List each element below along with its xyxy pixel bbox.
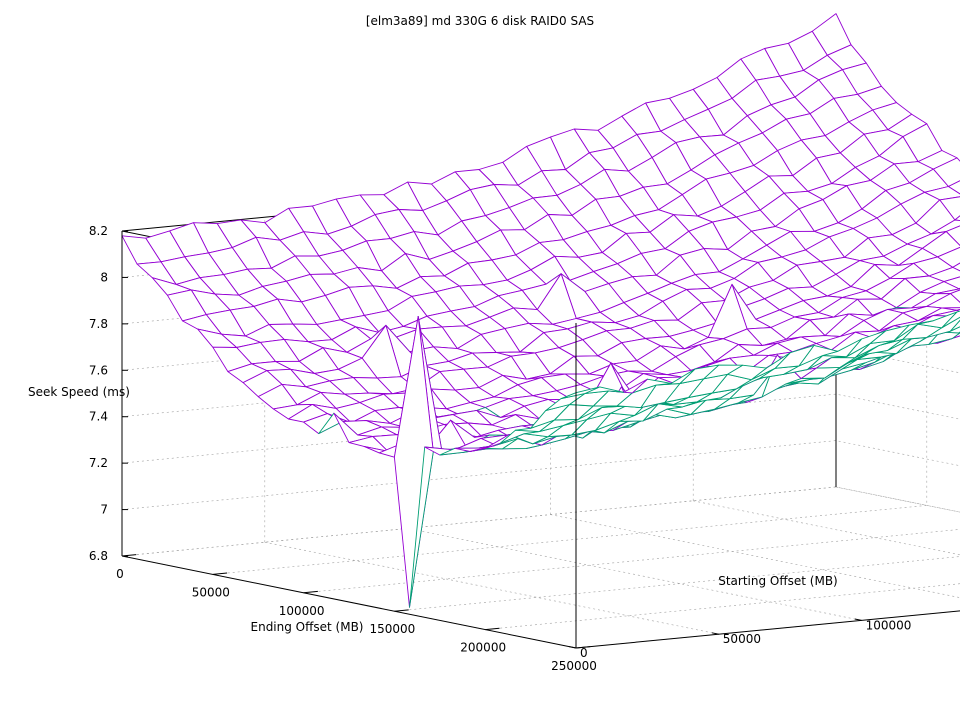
surface-cell (950, 289, 960, 304)
y-tick-label: 50000 (723, 632, 761, 646)
axis-ticks: 6.8 7 7.2 7.4 7.6 7.8 8 8.2 0 50000 100000 150000 20… (89, 224, 912, 673)
frame-edge (575, 610, 960, 649)
x-tick (394, 609, 409, 612)
surface-mesh (121, 13, 960, 608)
x-tick (121, 554, 137, 557)
surface-cell (952, 262, 960, 272)
grid-line (550, 514, 960, 598)
y-tick-label: 100000 (866, 618, 912, 632)
y-tick (569, 646, 577, 649)
y-tick (711, 632, 719, 635)
z-tick-label: 8.2 (89, 224, 108, 238)
grid-line (693, 500, 960, 556)
plot-frame-front (121, 231, 960, 649)
z-tick-label: 7.6 (89, 363, 108, 377)
z-tick-label: 7.8 (89, 317, 108, 331)
grid-line (264, 541, 719, 635)
z-tick-label: 8 (100, 270, 108, 284)
z-tick-label: 6.8 (89, 549, 108, 563)
x-tick-label: 250000 (551, 659, 597, 673)
z-tick-label: 7.4 (89, 410, 108, 424)
z-tick-label: 7 (100, 503, 108, 517)
x-axis-label: Ending Offset (MB) (251, 620, 364, 634)
x-tick (303, 590, 318, 594)
x-tick-label: 100000 (279, 604, 325, 618)
z-axis-label: Seek Speed (ms) (28, 385, 130, 399)
y-axis-label: Starting Offset (MB) (718, 574, 838, 588)
x-tick-label: 50000 (192, 585, 230, 599)
grid-line (407, 528, 862, 621)
grid-line (121, 440, 960, 510)
x-tick-label: 150000 (369, 622, 415, 636)
frame-edge (121, 555, 577, 649)
x-tick-label: 0 (116, 567, 124, 581)
y-tick (854, 618, 862, 621)
chart-title: [elm3a89] md 330G 6 disk RAID0 SAS (366, 14, 594, 28)
y-tick-label: 0 (580, 646, 588, 660)
x-tick (485, 627, 500, 631)
grid-line (121, 486, 960, 557)
z-tick-label: 7.2 (89, 456, 108, 470)
x-tick-label: 200000 (460, 641, 506, 655)
surface-cell (560, 386, 601, 400)
x-tick (575, 646, 591, 649)
surface-cell (954, 215, 960, 222)
grid-line (835, 486, 960, 513)
x-tick (212, 572, 228, 575)
